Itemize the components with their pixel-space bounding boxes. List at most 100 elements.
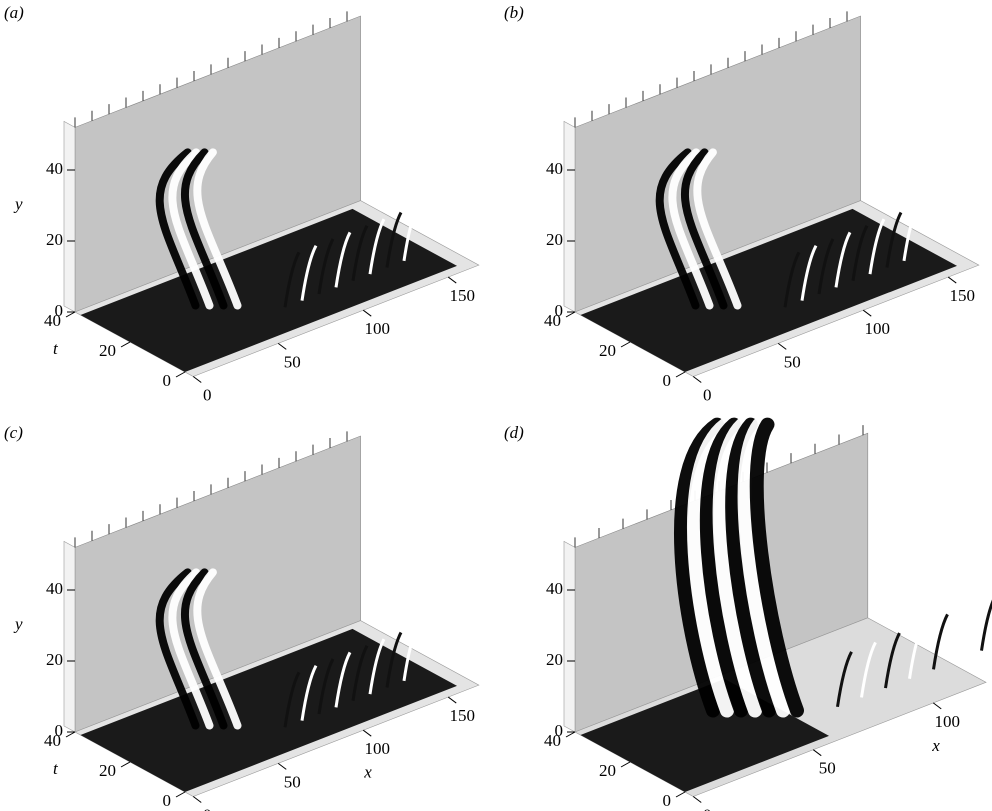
wave-crest <box>334 651 352 708</box>
wave-crest <box>783 251 801 308</box>
vortex <box>680 148 728 310</box>
vortex <box>725 417 776 718</box>
vortex <box>699 417 748 718</box>
wall-side <box>563 120 576 313</box>
wave-crest <box>884 632 901 689</box>
x-tick-label: 0 <box>203 805 212 811</box>
t-axis-label: t <box>53 339 59 358</box>
t-tick <box>565 731 576 738</box>
y-tick-label: 40 <box>46 579 63 598</box>
t-tick-label: 20 <box>599 341 616 360</box>
panel-label: (b) <box>504 3 524 22</box>
wave-crest <box>283 671 301 728</box>
x-tick-label: 0 <box>703 805 712 811</box>
t-tick-label: 40 <box>544 311 561 330</box>
wave-crest <box>402 205 420 262</box>
t-tick-label: 20 <box>99 341 116 360</box>
x-tick <box>812 749 822 757</box>
x-tick <box>692 796 702 803</box>
wave-crest <box>817 238 835 295</box>
t-tick <box>620 761 631 768</box>
y-tick-label: 20 <box>46 650 63 669</box>
t-axis-label: t <box>53 759 59 778</box>
panel: (c)0204002040050100150ytx <box>4 423 480 811</box>
y-axis-label: y <box>13 614 23 633</box>
wave-crest <box>351 645 369 701</box>
vortex <box>737 417 790 718</box>
vortex <box>712 417 762 718</box>
t-tick-label: 0 <box>163 791 172 810</box>
x-tick <box>862 309 872 317</box>
y-tick-label: 0 <box>55 301 64 320</box>
panel: (d)0204002040050100x <box>504 417 992 811</box>
x-tick-label: 150 <box>450 286 476 305</box>
wave-crest <box>851 225 869 281</box>
t-tick-label: 40 <box>44 311 61 330</box>
x-axis-label: x <box>931 736 940 755</box>
wave-crest <box>317 658 335 715</box>
panel-label: (d) <box>504 423 524 442</box>
x-tick <box>192 376 202 383</box>
wave-crest <box>402 625 420 682</box>
vortex <box>168 568 214 730</box>
wave-crest <box>300 244 318 301</box>
wave-crest <box>908 623 925 679</box>
panel-label: (a) <box>4 3 24 22</box>
wave-crest <box>980 599 992 651</box>
vortex <box>155 568 200 730</box>
x-tick-label: 0 <box>703 385 712 404</box>
y-tick-label: 20 <box>46 230 63 249</box>
wave-crest <box>300 664 318 721</box>
x-tick-label: 50 <box>284 772 301 791</box>
y-tick-label: 0 <box>555 721 564 740</box>
x-tick-label: 0 <box>203 385 212 404</box>
y-tick-label: 0 <box>55 721 64 740</box>
t-tick-label: 20 <box>99 761 116 780</box>
vortex <box>668 148 714 310</box>
t-tick <box>175 371 186 378</box>
wave-crest <box>868 218 886 275</box>
wall-side <box>63 540 76 733</box>
x-tick-label: 150 <box>950 286 976 305</box>
y-axis-label: y <box>13 194 23 213</box>
wave-crest <box>860 641 877 698</box>
wave-crest <box>368 218 386 275</box>
x-tick-label: 100 <box>365 319 391 338</box>
wall-side <box>563 540 576 733</box>
vortex <box>180 148 228 310</box>
x-tick <box>932 702 942 710</box>
vortex <box>687 417 734 718</box>
wave-crest <box>800 244 818 301</box>
t-tick <box>620 341 631 348</box>
y-tick-label: 0 <box>555 301 564 320</box>
x-tick <box>947 276 957 284</box>
wall-side <box>63 120 76 313</box>
y-tick-label: 40 <box>46 159 63 178</box>
vortex <box>693 148 742 310</box>
x-tick-label: 100 <box>365 739 391 758</box>
wave-crest <box>885 211 903 268</box>
t-tick <box>65 311 76 318</box>
panel-label: (c) <box>4 423 23 442</box>
wave-crest <box>834 231 852 288</box>
x-tick-label: 100 <box>865 319 891 338</box>
x-tick <box>692 376 702 383</box>
x-tick <box>277 762 287 770</box>
t-tick <box>120 761 131 768</box>
vortex <box>155 148 200 310</box>
t-tick <box>565 311 576 318</box>
t-tick <box>675 791 686 798</box>
vortex <box>655 148 700 310</box>
wave-crest <box>283 251 301 308</box>
vortex <box>193 568 242 730</box>
t-tick-label: 40 <box>44 731 61 750</box>
vortex <box>749 417 804 718</box>
vortex <box>168 148 214 310</box>
vortex <box>193 148 242 310</box>
floor <box>580 208 957 372</box>
x-tick-label: 150 <box>450 706 476 725</box>
wave-crest <box>836 651 853 708</box>
t-tick-label: 0 <box>163 371 172 390</box>
